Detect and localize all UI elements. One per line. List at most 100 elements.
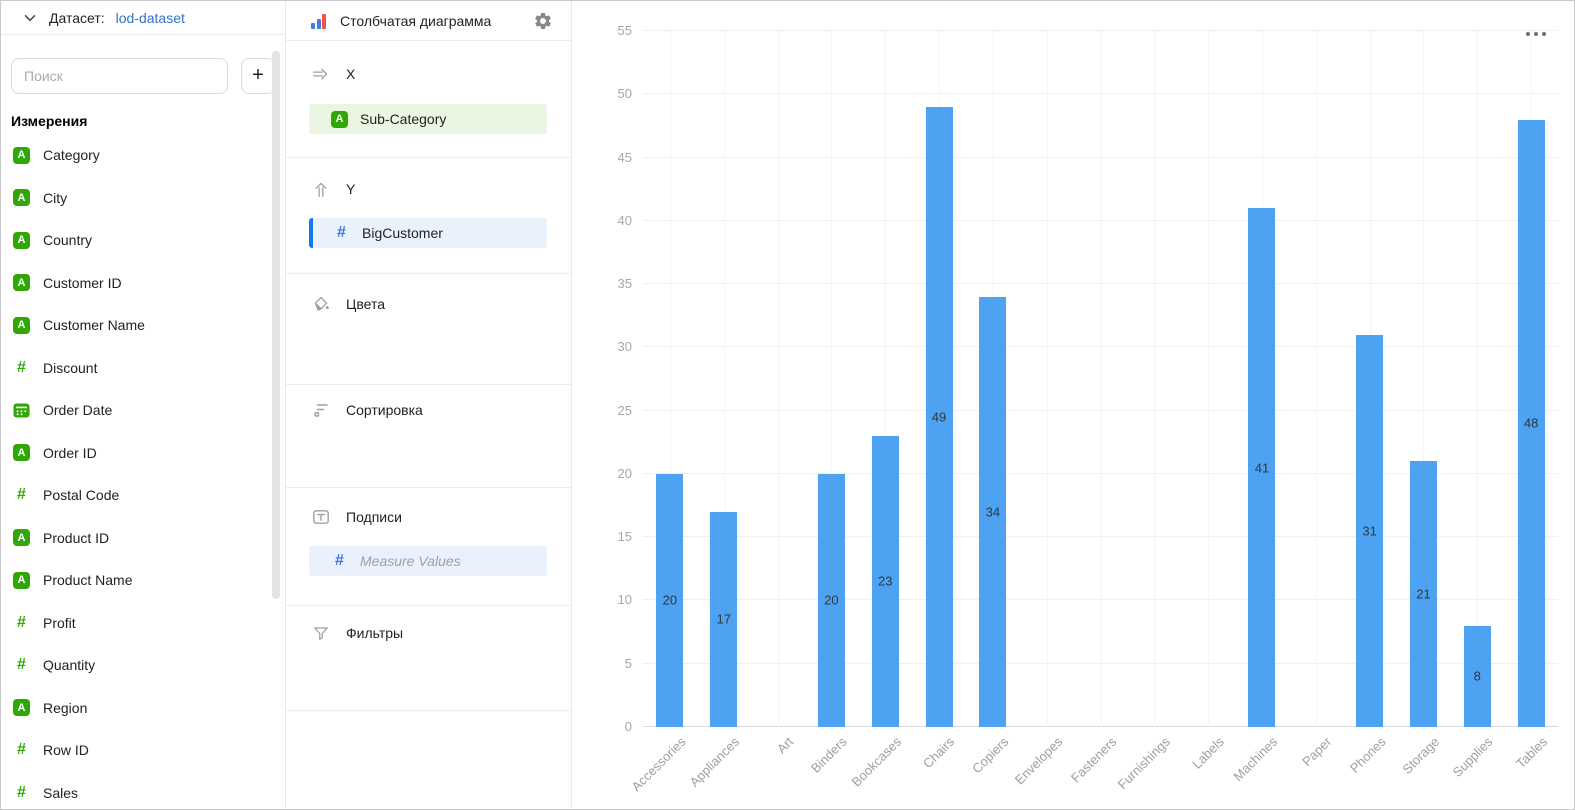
field-item-product-id[interactable]: A Product ID bbox=[1, 517, 285, 560]
field-item-order-date[interactable]: Order Date bbox=[1, 389, 285, 432]
field-item-city[interactable]: A City bbox=[1, 177, 285, 220]
bar-bookcases[interactable] bbox=[871, 435, 899, 727]
bar-tables[interactable] bbox=[1517, 119, 1545, 727]
x-tick-label: Copiers bbox=[969, 734, 1012, 777]
y-tick-label: 15 bbox=[617, 529, 632, 545]
x-tick-label: Binders bbox=[808, 734, 850, 776]
field-item-product-name[interactable]: A Product Name bbox=[1, 559, 285, 602]
x-field-chip[interactable]: A Sub-Category bbox=[309, 104, 547, 134]
string-field-icon: A bbox=[13, 274, 30, 292]
section-divider bbox=[286, 487, 571, 488]
string-field-icon: A bbox=[13, 699, 30, 717]
bar-binders[interactable] bbox=[817, 473, 845, 727]
bar-value-label: 31 bbox=[1362, 523, 1377, 539]
field-label: Product Name bbox=[43, 572, 133, 589]
section-filters-label: Фильтры bbox=[346, 625, 404, 641]
chart-menu-button[interactable] bbox=[1523, 29, 1549, 39]
section-labels-label: Подписи bbox=[346, 509, 402, 525]
field-item-row-id[interactable]: # Row ID bbox=[1, 729, 285, 772]
section-divider bbox=[286, 273, 571, 274]
bar-storage[interactable] bbox=[1409, 461, 1437, 727]
field-label: Product ID bbox=[43, 529, 110, 546]
field-item-order-id[interactable]: A Order ID bbox=[1, 432, 285, 475]
field-label: Profit bbox=[43, 614, 76, 631]
x-tick-label: Furnishings bbox=[1114, 734, 1173, 793]
date-field-icon bbox=[13, 402, 30, 419]
section-colors-label: Цвета bbox=[346, 296, 385, 312]
gridline bbox=[1477, 31, 1479, 727]
x-tick-label: Tables bbox=[1512, 734, 1550, 772]
dataset-sidebar: Датасет: lod-dataset + Измерения A Catego… bbox=[1, 1, 286, 809]
dataset-link[interactable]: lod-dataset bbox=[115, 9, 185, 26]
field-item-customer-id[interactable]: A Customer ID bbox=[1, 262, 285, 305]
add-field-button[interactable]: + bbox=[241, 58, 275, 94]
string-field-icon: A bbox=[13, 571, 30, 589]
section-divider bbox=[286, 384, 571, 385]
field-item-category[interactable]: A Category bbox=[1, 134, 285, 177]
chevron-down-icon[interactable] bbox=[22, 10, 38, 26]
bar-value-label: 48 bbox=[1523, 415, 1539, 431]
number-field-icon: # bbox=[17, 358, 26, 376]
measure-field-icon: # bbox=[337, 224, 346, 241]
section-labels: Подписи bbox=[311, 506, 402, 528]
gear-icon[interactable] bbox=[533, 11, 553, 31]
bar-chart-icon bbox=[311, 13, 328, 29]
section-x: X bbox=[311, 63, 355, 85]
field-item-quantity[interactable]: # Quantity bbox=[1, 644, 285, 687]
chart-config-panel: Столбчатая диаграмма X A Sub-Category Y … bbox=[286, 1, 572, 809]
field-item-discount[interactable]: # Discount bbox=[1, 347, 285, 390]
gridline bbox=[885, 31, 887, 727]
field-item-sales[interactable]: # Sales bbox=[1, 772, 285, 810]
x-tick-label: Accessories bbox=[628, 734, 689, 795]
plot-area: 20 17 20 23 49 34 41 31 21 8 48 bbox=[643, 30, 1558, 727]
field-item-region[interactable]: A Region bbox=[1, 687, 285, 730]
bar-appliances[interactable] bbox=[710, 511, 738, 727]
dimensions-heading: Измерения bbox=[11, 113, 88, 129]
y-field-label: BigCustomer bbox=[362, 225, 443, 241]
field-item-customer-name[interactable]: A Customer Name bbox=[1, 304, 285, 347]
scrollbar-thumb[interactable] bbox=[272, 51, 280, 599]
string-field-icon: A bbox=[13, 444, 30, 462]
chart-type-title[interactable]: Столбчатая диаграмма bbox=[340, 12, 492, 29]
y-tick-label: 40 bbox=[617, 212, 632, 228]
labels-field-chip[interactable]: # Measure Values bbox=[309, 546, 547, 576]
field-item-profit[interactable]: # Profit bbox=[1, 602, 285, 645]
field-item-country[interactable]: A Country bbox=[1, 219, 285, 262]
section-divider bbox=[286, 157, 571, 158]
measure-field-icon: # bbox=[335, 552, 344, 569]
bar-value-label: 21 bbox=[1416, 586, 1431, 602]
field-label: Quantity bbox=[43, 657, 96, 674]
string-field-icon: A bbox=[13, 189, 30, 207]
section-y-label: Y bbox=[346, 181, 356, 197]
search-input[interactable] bbox=[11, 58, 228, 94]
bar-supplies[interactable] bbox=[1463, 625, 1491, 727]
bar-copiers[interactable] bbox=[979, 296, 1007, 727]
bar-phones[interactable] bbox=[1356, 334, 1384, 727]
gridline bbox=[1208, 31, 1210, 727]
bar-value-label: 41 bbox=[1254, 460, 1270, 476]
x-tick-label: Art bbox=[773, 734, 797, 757]
x-tick-label: Paper bbox=[1299, 734, 1335, 770]
x-tick-label: Storage bbox=[1399, 734, 1443, 777]
y-field-chip[interactable]: # BigCustomer bbox=[309, 218, 547, 248]
section-divider bbox=[286, 605, 571, 606]
section-x-label: X bbox=[346, 66, 356, 82]
section-y: Y bbox=[311, 178, 355, 200]
y-tick-label: 5 bbox=[624, 655, 632, 671]
section-filters: Фильтры bbox=[311, 622, 403, 644]
field-label: Category bbox=[43, 147, 100, 164]
bar-value-label: 49 bbox=[931, 409, 947, 425]
bar-chairs[interactable] bbox=[925, 106, 953, 727]
paint-bucket-icon bbox=[314, 296, 329, 311]
gridline bbox=[1423, 31, 1425, 727]
bar-machines[interactable] bbox=[1248, 208, 1276, 727]
number-field-icon: # bbox=[17, 656, 26, 674]
gridline bbox=[831, 31, 833, 727]
field-label: Country bbox=[43, 232, 93, 249]
x-tick-label: Supplies bbox=[1449, 734, 1496, 780]
field-item-postal-code[interactable]: # Postal Code bbox=[1, 474, 285, 517]
x-axis-labels: Accessories Appliances Art Binders Bookcases… bbox=[628, 734, 1558, 809]
x-axis-icon bbox=[312, 68, 328, 80]
field-label: Row ID bbox=[43, 742, 89, 759]
bar-accessories[interactable] bbox=[656, 473, 684, 727]
